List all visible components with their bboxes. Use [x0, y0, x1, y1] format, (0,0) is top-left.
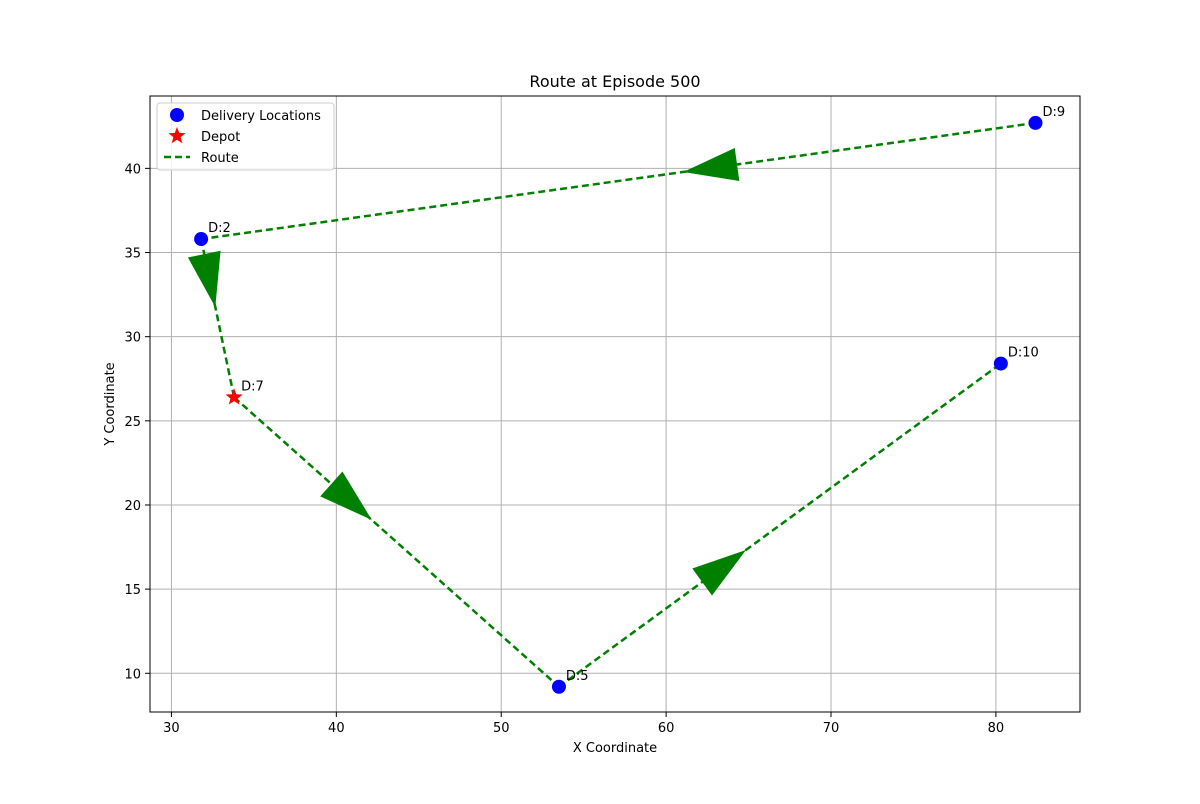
x-tick-label: 40: [328, 721, 345, 736]
route-arrowhead: [320, 471, 372, 520]
y-tick-label: 10: [124, 667, 141, 682]
points: D:2 D:9 D:10 D:5 D:7: [194, 105, 1065, 694]
route-segment: [200, 121, 1036, 241]
x-tick-label: 60: [658, 721, 675, 736]
y-tick-label: 15: [124, 583, 141, 598]
depot-label: D:7: [241, 379, 264, 394]
legend: Delivery Locations Depot Route: [156, 102, 335, 171]
legend-circle-icon: [170, 108, 184, 122]
x-tick-label: 70: [823, 721, 840, 736]
route-path: [187, 121, 1036, 688]
ticks: 30 40 50 60 70 80 10 15 20 25 30 35 40: [124, 162, 1004, 736]
y-tick-label: 30: [124, 331, 141, 346]
delivery-point-label: D:9: [1042, 105, 1065, 120]
delivery-point: [194, 232, 209, 247]
legend-label: Route: [201, 151, 239, 166]
y-axis-label: Y Coordinate: [103, 362, 118, 446]
legend-box: [156, 102, 335, 171]
delivery-point-label: D:10: [1008, 346, 1039, 361]
delivery-point-label: D:5: [566, 669, 589, 684]
y-tick-label: 20: [124, 499, 141, 514]
route-arrowhead: [683, 147, 740, 181]
grid: [150, 96, 1080, 712]
depot-star: [225, 388, 243, 405]
legend-label: Delivery Locations: [201, 109, 321, 124]
legend-label: Depot: [201, 130, 240, 145]
plot-frame: [149, 95, 1081, 713]
x-tick-label: 30: [163, 721, 180, 736]
x-tick-label: 80: [988, 721, 1005, 736]
delivery-point: [551, 679, 566, 694]
route-segment: [233, 396, 560, 688]
y-tick-label: 35: [124, 247, 141, 262]
legend-star-icon: [168, 127, 186, 144]
delivery-point: [993, 356, 1008, 371]
route-arrowhead: [692, 550, 746, 596]
delivery-point-label: D:2: [208, 221, 231, 236]
chart-title: Route at Episode 500: [529, 72, 700, 91]
x-tick-label: 50: [493, 721, 510, 736]
route-segment: [558, 362, 1002, 688]
route-arrowhead: [187, 250, 221, 308]
y-tick-label: 40: [124, 162, 141, 177]
x-axis-label: X Coordinate: [573, 741, 657, 756]
delivery-point: [1028, 115, 1043, 130]
y-tick-label: 25: [124, 415, 141, 430]
